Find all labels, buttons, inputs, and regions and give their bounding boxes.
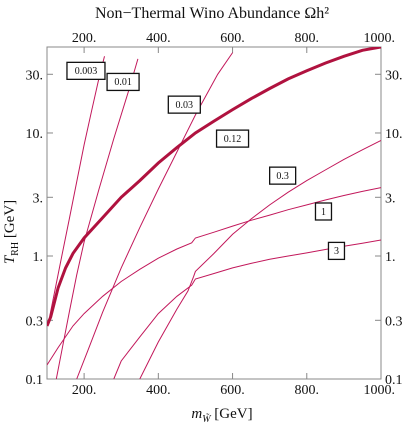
contour-label-box xyxy=(66,61,106,80)
y-tick-label-left: 10. xyxy=(26,127,44,142)
y-tick-label-right: 3. xyxy=(385,191,396,206)
contour-label-text: 3 xyxy=(334,246,339,257)
y-tick-label-right: 1. xyxy=(385,250,396,265)
contour-line-1 xyxy=(47,187,381,366)
chart-title: Non−Thermal Wino Abundance Ωh² xyxy=(95,5,329,22)
contour-label-text: 0.003 xyxy=(75,66,98,77)
contour-line-0.3 xyxy=(139,139,381,379)
x-tick-label-bottom: 200. xyxy=(72,383,97,398)
x-tick-label-bottom: 600. xyxy=(220,383,245,398)
contour-label-box xyxy=(269,166,297,185)
y-tick-label-right: 0.1 xyxy=(385,373,403,388)
contour-labels: 0.003 0.01 0.03 0.12 0.3 1 3 xyxy=(66,61,346,261)
x-tick-label-top: 600. xyxy=(220,31,245,46)
contour-label-text: 0.03 xyxy=(176,100,194,111)
plot-frame xyxy=(46,46,382,380)
x-tick-label-top: 400. xyxy=(146,31,171,46)
contour-line-0.03 xyxy=(76,52,234,379)
y-tick-label-left: 1. xyxy=(33,250,44,265)
contour-label-box xyxy=(167,95,201,114)
contour-line-0.12 xyxy=(47,47,381,327)
contour-label-text: 0.12 xyxy=(224,134,242,145)
y-axis-label: TRH [GeV] xyxy=(2,200,21,264)
y-tick-label-left: 30. xyxy=(26,68,44,83)
contour-line-0.003 xyxy=(49,56,105,317)
x-tick-label-bottom: 1000. xyxy=(364,383,396,398)
x-tick-label-top: 800. xyxy=(295,31,320,46)
contour-label-text: 0.3 xyxy=(276,171,289,182)
y-tick-label-left: 0.3 xyxy=(26,314,44,329)
axis-ticks: 200. 200. 400. 400. 600. 600. 800. 800. 1000. 100… xyxy=(26,31,403,398)
contour-line-0.01 xyxy=(55,58,139,379)
y-tick-label-right: 0.3 xyxy=(385,314,403,329)
x-tick-label-top: 1000. xyxy=(364,31,396,46)
contour-lines xyxy=(47,47,381,379)
y-tick-label-right: 10. xyxy=(385,127,403,142)
y-tick-label-left: 0.1 xyxy=(26,373,44,388)
contour-label-box xyxy=(314,202,333,221)
contour-label-text: 1 xyxy=(321,207,326,218)
x-tick-label-bottom: 800. xyxy=(295,383,320,398)
contour-label-box xyxy=(106,72,140,92)
x-tick-label-top: 200. xyxy=(72,31,97,46)
y-tick-label-right: 30. xyxy=(385,68,403,83)
contour-label-text: 0.01 xyxy=(114,77,132,88)
x-axis-label: mW̃ [GeV] xyxy=(191,406,252,425)
y-tick-label-left: 3. xyxy=(33,191,44,206)
x-tick-label-bottom: 400. xyxy=(146,383,171,398)
contour-label-box xyxy=(215,129,250,148)
contour-label-box xyxy=(327,241,346,261)
